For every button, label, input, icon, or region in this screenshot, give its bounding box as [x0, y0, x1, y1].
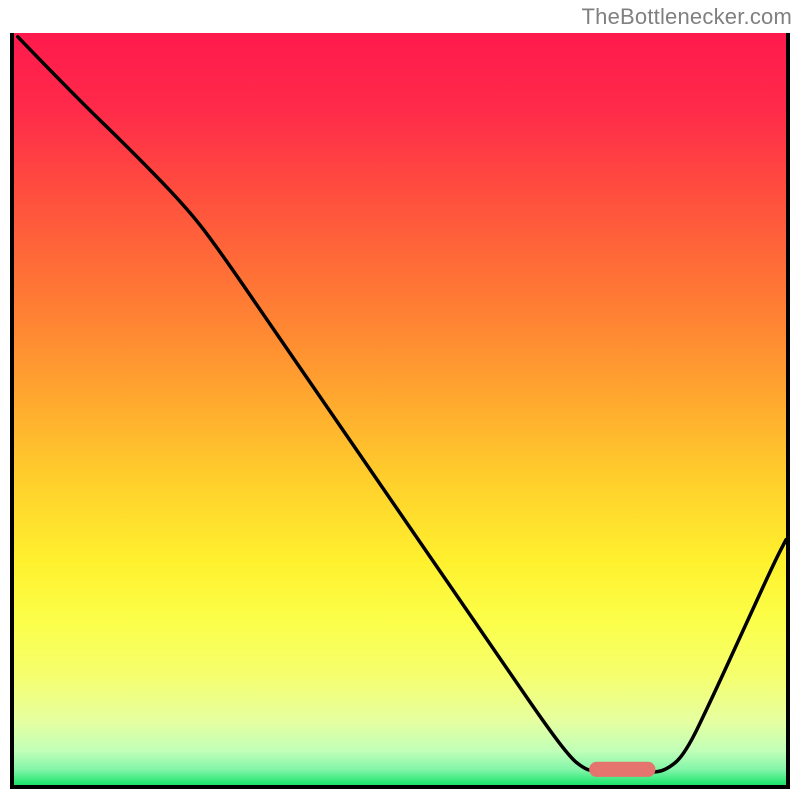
watermark-text: TheBottlenecker.com	[582, 4, 792, 30]
chart-panel	[10, 33, 790, 789]
chart-svg	[10, 33, 790, 789]
minimum-marker	[589, 762, 655, 777]
